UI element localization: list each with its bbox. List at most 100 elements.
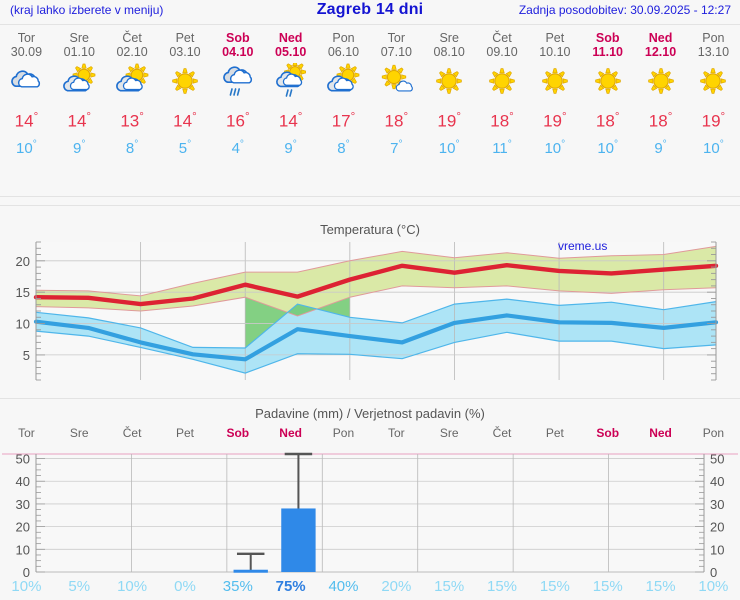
precip-probability: 10% <box>11 578 42 595</box>
temperature-min: 9° <box>73 136 85 158</box>
day-of-week: Pon <box>332 31 355 45</box>
temperature-max-value: 19 <box>701 111 721 131</box>
chart-divider <box>0 398 740 399</box>
temperature-max-value: 13 <box>120 111 140 131</box>
day-date: 06.10 <box>327 45 360 59</box>
day-column[interactable]: Čet 09.10 18° 11° <box>476 26 529 166</box>
day-column[interactable]: Čet 02.10 13° 8° <box>106 26 159 166</box>
precip-probability: 15% <box>434 578 465 595</box>
temperature-max-value: 18 <box>648 111 668 131</box>
temperature-max: 14° <box>173 107 197 132</box>
precip-probability: 75% <box>275 578 306 595</box>
rain-icon <box>213 63 263 101</box>
day-column[interactable]: Pet 10.10 19° 10° <box>528 26 581 166</box>
day-column[interactable]: Ned 12.10 18° 9° <box>634 26 687 166</box>
temp-y-tick-label: 15 <box>16 285 30 300</box>
day-of-week: Sre <box>439 31 459 45</box>
temperature-max: 14° <box>279 107 303 132</box>
temperature-max: 14° <box>15 107 39 132</box>
day-date: 04.10 <box>222 45 254 59</box>
precip-day-label: Pet <box>545 426 564 440</box>
degree-symbol: ° <box>244 111 250 123</box>
precipitation-day-labels: Tor Sre Čet Pet Sob Ned Pon Tor Sre Čet Pet Sob Ned P… <box>0 426 740 442</box>
precip-y-tick-label-right: 30 <box>710 497 724 512</box>
temperature-min: 9° <box>284 136 296 158</box>
temperature-chart: 5 10 15 20 <box>0 236 740 391</box>
temperature-min: 10° <box>16 136 37 158</box>
temperature-min: 10° <box>544 136 565 158</box>
temperature-min-value: 9 <box>654 139 663 157</box>
temperature-min-value: 9 <box>73 139 82 157</box>
day-column[interactable]: Pet 03.10 14° 5° <box>159 26 212 166</box>
temperature-max: 14° <box>67 107 91 132</box>
precip-y-tick-label-right: 40 <box>710 474 724 489</box>
temperature-min-value: 10 <box>438 139 456 157</box>
day-date: 09.10 <box>486 45 518 59</box>
temperature-min: 8° <box>337 136 349 158</box>
day-column[interactable]: Tor 07.10 18° 7° <box>370 26 423 166</box>
day-of-week: Ned <box>648 31 673 45</box>
precip-probability: 10% <box>698 578 729 595</box>
precip-y-tick-label-right: 10 <box>710 542 724 557</box>
precip-probability: 35% <box>222 578 253 595</box>
day-of-week: Sob <box>225 31 250 45</box>
precip-day-label: Tor <box>18 426 35 440</box>
precip-day-label: Ned <box>649 426 672 440</box>
temperature-min: 4° <box>232 136 244 158</box>
degree-symbol: ° <box>398 138 403 150</box>
precip-probability: 15% <box>539 578 570 595</box>
temperature-max: 18° <box>490 107 514 132</box>
day-column[interactable]: Sre 08.10 19° 10° <box>423 26 476 166</box>
degree-symbol: ° <box>292 138 297 150</box>
temperature-max-value: 16 <box>226 111 245 131</box>
sunny-icon <box>530 63 580 101</box>
degree-symbol: ° <box>614 138 619 150</box>
temperature-min-value: 5 <box>178 139 188 157</box>
temperature-min: 9° <box>654 136 666 158</box>
day-column[interactable]: Sob 04.10 16° 4° <box>211 26 264 166</box>
degree-symbol: ° <box>719 138 724 150</box>
temperature-min-value: 8 <box>337 139 346 157</box>
day-column[interactable]: Sre 01.10 14° 9° <box>53 26 106 166</box>
precip-y-tick-label-right: 20 <box>710 520 724 535</box>
sun-rain-icon <box>266 63 316 101</box>
day-column[interactable]: Pon 06.10 17° 8° <box>317 26 370 166</box>
partly-sunny-icon <box>54 63 104 101</box>
degree-symbol: ° <box>86 111 92 123</box>
precip-day-label: Ned <box>279 426 302 440</box>
day-column[interactable]: Tor 30.09 14° 10° <box>0 26 53 166</box>
temperature-chart-title: Temperatura (°C) <box>320 222 420 237</box>
precip-probability: 15% <box>645 578 676 595</box>
precip-day-label: Tor <box>387 426 405 440</box>
day-of-week: Pet <box>175 31 195 45</box>
temperature-min: 7° <box>390 136 402 158</box>
day-date: 02.10 <box>116 45 148 59</box>
precip-y-tick-label-left: 10 <box>16 542 30 557</box>
temperature-max-value: 14 <box>278 111 298 131</box>
day-column[interactable]: Ned 05.10 14° 9° <box>264 26 317 166</box>
day-date: 05.10 <box>275 45 307 59</box>
temperature-min: 10° <box>703 136 724 158</box>
precip-day-label: Sre <box>69 426 89 440</box>
strip-divider-top <box>0 196 740 197</box>
temperature-max: 18° <box>596 107 620 132</box>
degree-symbol: ° <box>562 111 567 123</box>
precip-probability: 5% <box>68 578 91 595</box>
temperature-min-value: 10 <box>703 139 720 157</box>
temp-y-tick-label: 5 <box>23 348 30 363</box>
temperature-max-value: 19 <box>437 111 457 131</box>
temperature-min-value: 10 <box>597 139 614 157</box>
temperature-min: 8° <box>126 136 138 158</box>
precip-bar <box>281 508 316 572</box>
temperature-min: 10° <box>439 136 460 158</box>
sun-small-cloud-icon <box>371 63 421 101</box>
day-date: 01.10 <box>63 45 95 59</box>
precip-day-label: Pon <box>332 426 355 440</box>
sunny-icon <box>477 63 527 101</box>
degree-symbol: ° <box>345 138 350 150</box>
temperature-max: 19° <box>702 107 726 132</box>
day-column[interactable]: Pon 13.10 19° 10° <box>687 26 740 166</box>
precip-day-label: Pet <box>175 426 194 440</box>
day-column[interactable]: Sob 11.10 18° 10° <box>581 26 634 166</box>
temperature-min: 5° <box>179 136 191 158</box>
